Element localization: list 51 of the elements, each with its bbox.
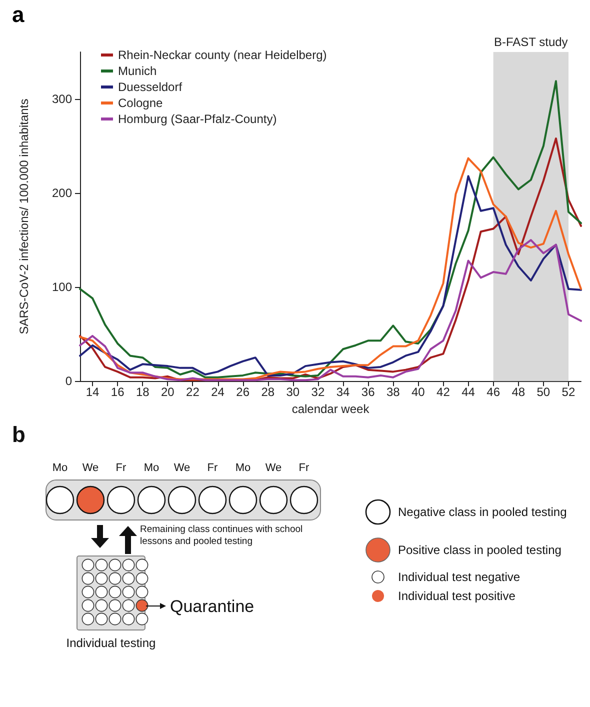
text: Individual test negative [398, 570, 520, 584]
y-tick-label: 200 [52, 186, 72, 200]
category-label: Mo [235, 462, 251, 474]
text: Individual test positive [398, 589, 516, 603]
x-tick-label: 48 [512, 385, 526, 400]
chart-title: a [12, 2, 24, 28]
y-axis-title: SARS-CoV-2 infections/ 100.000 inhabitants [17, 98, 31, 334]
x-tick-label: 22 [186, 385, 200, 400]
category-label: We [174, 462, 190, 474]
x-tick-label: 28 [261, 385, 275, 400]
x-tick-label: 38 [386, 385, 400, 400]
x-tick-label: 26 [236, 385, 250, 400]
x-tick-label: 16 [110, 385, 125, 400]
legend-label: Homburg (Saar-Pfalz-County) [118, 112, 277, 126]
text: Quarantine [170, 597, 254, 616]
band-label: B-FAST study [494, 35, 568, 49]
x-tick-label: 42 [436, 385, 450, 400]
text: Negative class in pooled testing [398, 505, 567, 519]
x-tick-label: 30 [286, 385, 300, 400]
x-tick-label: 50 [536, 385, 550, 400]
category-label: Fr [298, 462, 310, 474]
x-tick-label: 20 [160, 385, 175, 400]
x-tick-label: 32 [311, 385, 325, 400]
x-tick-label: 36 [361, 385, 376, 400]
category-label: Fr [207, 462, 218, 474]
x-tick-label: 24 [211, 385, 225, 400]
x-axis-title: calendar week [292, 402, 370, 416]
x-tick-label: 40 [411, 385, 426, 400]
y-tick-label: 0 [65, 374, 72, 388]
text: Remaining class continues with school lessons and pooled testing [140, 524, 303, 547]
x-tick-label: 52 [562, 385, 576, 400]
x-tick-label: 14 [86, 385, 100, 400]
legend-label: Duesseldorf [118, 80, 183, 94]
x-tick-label: 18 [136, 385, 150, 400]
legend-label: Rhein-Neckar county (near Heidelberg) [118, 48, 327, 62]
text: Individual testing [66, 636, 156, 650]
text: b [12, 422, 26, 447]
category-label: We [82, 462, 99, 474]
category-label: We [265, 462, 282, 474]
line-series [79, 80, 582, 378]
category-label: Fr [116, 462, 127, 474]
x-tick-label: 34 [336, 385, 350, 400]
text: Positive class in pooled testing [398, 543, 562, 557]
category-label: Mo [144, 462, 160, 474]
y-tick-label: 300 [52, 92, 72, 106]
x-tick-label: 46 [486, 385, 500, 400]
legend-label: Munich [118, 64, 157, 78]
y-tick-label: 100 [52, 280, 72, 294]
x-tick-label: 44 [462, 385, 476, 400]
legend-label: Cologne [118, 96, 164, 110]
category-label: Mo [52, 462, 68, 474]
